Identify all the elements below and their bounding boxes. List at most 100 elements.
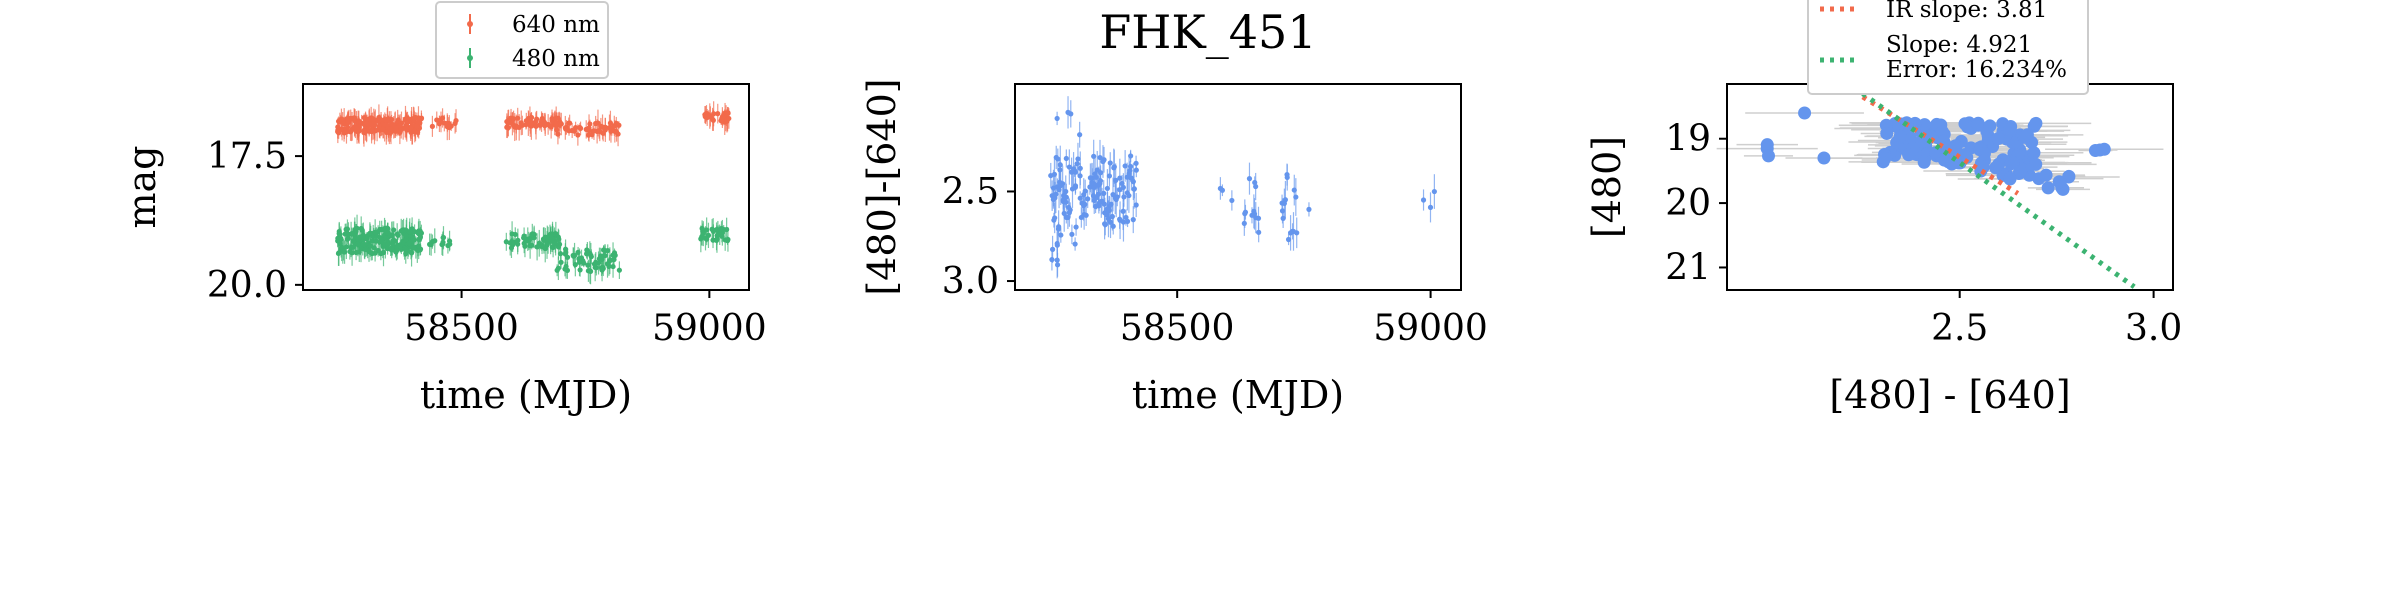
data-point — [1281, 200, 1287, 206]
data-point — [1241, 220, 1247, 227]
data-point — [338, 236, 344, 242]
data-point — [361, 128, 367, 134]
data-point — [353, 226, 359, 232]
data-point — [417, 228, 423, 234]
data-point — [718, 118, 724, 124]
data-point — [1077, 173, 1083, 179]
data-point — [577, 267, 583, 273]
data-point — [1229, 197, 1235, 204]
data-point — [403, 246, 409, 252]
data-point — [380, 126, 386, 133]
data-point — [584, 248, 590, 254]
data-point — [445, 242, 451, 249]
data-point — [557, 251, 564, 257]
data-point — [1255, 215, 1262, 221]
data-point — [1256, 229, 1262, 235]
data-point — [2029, 157, 2043, 171]
data-point — [1120, 219, 1127, 225]
data-point — [446, 238, 453, 244]
data-point — [2062, 169, 2076, 183]
data-point — [1929, 146, 1943, 160]
data-point — [1117, 175, 1123, 181]
data-point — [411, 115, 417, 121]
data-point — [555, 131, 561, 137]
data-point — [358, 246, 364, 252]
data-point — [395, 232, 401, 238]
data-point — [1249, 212, 1255, 218]
data-point — [541, 121, 547, 127]
data-point — [1073, 224, 1079, 230]
data-point — [534, 244, 540, 250]
data-point — [405, 119, 412, 125]
data-point — [1053, 191, 1059, 197]
data-point — [350, 238, 356, 244]
data-point — [342, 231, 348, 237]
data-point — [1128, 153, 1134, 159]
data-point — [1097, 180, 1103, 187]
data-point — [2003, 172, 2017, 186]
color-curve-axes-frame — [1014, 83, 1462, 291]
data-point — [2041, 181, 2055, 195]
x-tick-label: 2.5 — [1931, 308, 1988, 349]
y-tick-label: 20.0 — [207, 265, 287, 306]
data-point — [1074, 161, 1080, 167]
data-point — [375, 247, 381, 254]
data-point — [410, 238, 416, 244]
data-point — [1110, 223, 1116, 229]
data-point — [408, 125, 414, 131]
data-point — [523, 122, 529, 128]
data-point — [1082, 188, 1088, 194]
data-point — [1124, 218, 1131, 224]
data-point — [2014, 164, 2028, 178]
data-point — [345, 118, 351, 124]
data-point — [411, 229, 418, 235]
data-point — [607, 257, 614, 263]
data-point — [588, 254, 594, 260]
data-point — [725, 110, 731, 116]
data-point — [1063, 214, 1069, 220]
data-point — [1131, 186, 1137, 192]
data-point — [1065, 109, 1071, 115]
y-tick-label: 19 — [1665, 119, 1711, 160]
data-point — [1120, 184, 1126, 191]
data-point — [1051, 217, 1057, 223]
data-point — [1057, 162, 1063, 168]
data-point — [418, 115, 425, 121]
data-point — [1878, 151, 1892, 165]
data-point — [356, 128, 362, 134]
data-point — [1058, 232, 1064, 238]
data-point — [444, 124, 450, 130]
data-point — [1077, 132, 1083, 138]
data-point — [596, 127, 602, 134]
data-point — [542, 245, 548, 252]
legend-label-slope: Slope: 4.921 — [1886, 32, 2032, 58]
data-point — [410, 233, 416, 240]
x-tick-label: 58500 — [404, 308, 519, 349]
data-point — [533, 123, 539, 129]
data-point — [610, 263, 616, 270]
data-point — [1072, 241, 1078, 247]
data-point — [343, 129, 350, 135]
data-point — [1054, 262, 1061, 268]
data-point — [440, 234, 447, 241]
data-point — [2029, 116, 2043, 130]
data-point — [1431, 188, 1437, 195]
data-point — [1066, 164, 1072, 170]
data-point — [336, 130, 342, 136]
legend-label-ir-slope: IR slope: 3.81 — [1886, 0, 2047, 23]
data-point — [699, 225, 705, 232]
data-point — [408, 250, 415, 256]
data-point — [379, 238, 385, 245]
data-point — [554, 267, 560, 273]
data-point — [1106, 207, 1112, 213]
data-point — [604, 261, 611, 267]
data-point — [381, 227, 388, 233]
y-tick-label: 3.0 — [942, 261, 999, 302]
data-point — [503, 239, 509, 245]
data-point — [575, 249, 581, 255]
data-point — [556, 236, 562, 242]
data-point — [515, 237, 521, 243]
data-point — [353, 249, 359, 256]
y-tick-label: 17.5 — [207, 136, 287, 177]
data-point — [1284, 171, 1290, 178]
